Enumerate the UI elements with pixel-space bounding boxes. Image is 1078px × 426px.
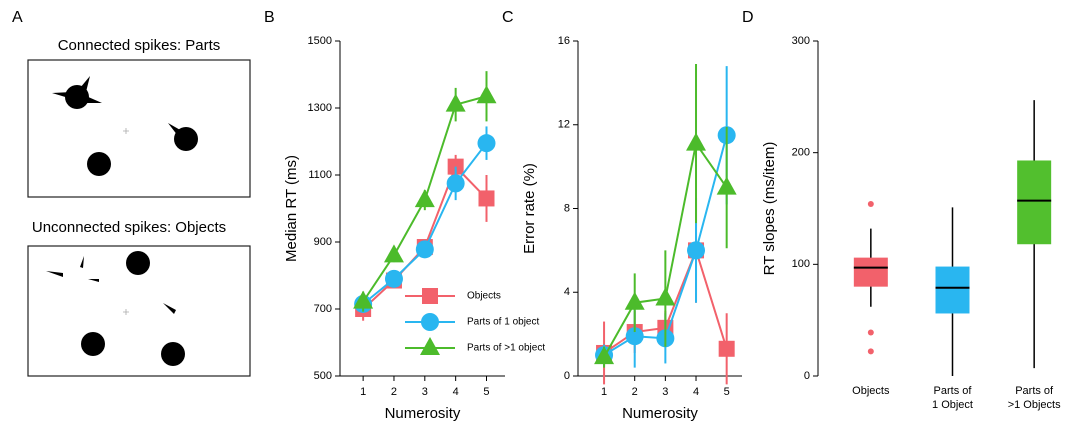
marker	[625, 327, 644, 346]
stimulus-shapes	[52, 76, 198, 176]
y-tick-label: 1100	[308, 169, 332, 181]
y-tick-label: 1500	[308, 35, 332, 47]
legend-label: Parts of >1 object	[467, 343, 545, 354]
legend-label: Objects	[467, 291, 501, 302]
y-tick-label: 8	[564, 202, 570, 214]
x-axis-label: Numerosity	[622, 405, 698, 422]
marker	[716, 176, 737, 195]
x-tick-label: Parts of >1 Objects	[1007, 385, 1061, 411]
outlier	[867, 348, 874, 355]
x-tick-label: 3	[662, 386, 668, 398]
panel-label: C	[502, 9, 514, 26]
stimulus-title: Connected spikes: Parts	[58, 37, 221, 54]
series-line	[362, 142, 488, 305]
x-tick-label: 5	[483, 386, 489, 398]
stimulus-shapes	[46, 251, 185, 366]
x-tick-label: 4	[693, 386, 699, 398]
outlier	[867, 329, 874, 336]
marker	[686, 132, 707, 151]
marker	[383, 244, 404, 263]
y-tick-label: 700	[314, 303, 332, 315]
y-tick-label: 900	[314, 236, 332, 248]
x-tick-label: 2	[632, 386, 638, 398]
x-tick-label: 5	[724, 386, 730, 398]
y-tick-label: 0	[564, 370, 570, 382]
legend-marker	[422, 288, 438, 304]
y-axis-label: Error rate (%)	[521, 163, 538, 254]
marker	[446, 174, 465, 193]
y-tick-label: 1300	[308, 102, 332, 114]
box	[1017, 160, 1052, 245]
y-tick-label: 16	[558, 35, 570, 47]
outlier	[867, 201, 874, 208]
panel-label: B	[264, 9, 275, 26]
legend-marker	[421, 313, 439, 331]
y-tick-label: 300	[792, 35, 810, 47]
x-tick-label: 1	[601, 386, 607, 398]
y-tick-label: 100	[792, 258, 810, 270]
y-tick-label: 12	[558, 119, 570, 131]
box	[853, 257, 888, 287]
marker	[478, 190, 495, 207]
x-tick-label: 3	[422, 386, 428, 398]
x-tick-label: Objects	[852, 385, 890, 397]
marker	[384, 269, 403, 288]
x-tick-label: 4	[453, 386, 459, 398]
stimulus-frame	[27, 245, 251, 377]
panel-label: D	[742, 9, 754, 26]
y-tick-label: 500	[314, 370, 332, 382]
panel-label: A	[12, 9, 23, 26]
marker	[445, 93, 466, 112]
marker	[476, 85, 497, 104]
marker	[415, 240, 434, 259]
marker	[477, 134, 496, 153]
stimulus-title: Unconnected spikes: Objects	[32, 219, 226, 236]
legend-marker	[420, 337, 440, 355]
y-tick-label: 0	[804, 370, 810, 382]
x-tick-label: Parts of 1 Object	[932, 385, 973, 411]
x-tick-label: 1	[360, 386, 366, 398]
legend-label: Parts of 1 object	[467, 317, 539, 328]
marker	[718, 340, 735, 357]
marker	[414, 189, 435, 208]
x-axis-label: Numerosity	[385, 405, 461, 422]
marker	[655, 287, 676, 306]
y-axis-label: Median RT (ms)	[283, 155, 300, 262]
marker	[624, 291, 645, 310]
y-axis-label: RT slopes (ms/item)	[761, 142, 778, 276]
stimulus-frame	[27, 59, 251, 198]
marker	[594, 346, 615, 365]
box	[935, 266, 970, 314]
y-tick-label: 200	[792, 147, 810, 159]
y-tick-label: 4	[564, 286, 570, 298]
marker	[353, 290, 374, 309]
x-tick-label: 2	[391, 386, 397, 398]
marker	[687, 241, 706, 260]
